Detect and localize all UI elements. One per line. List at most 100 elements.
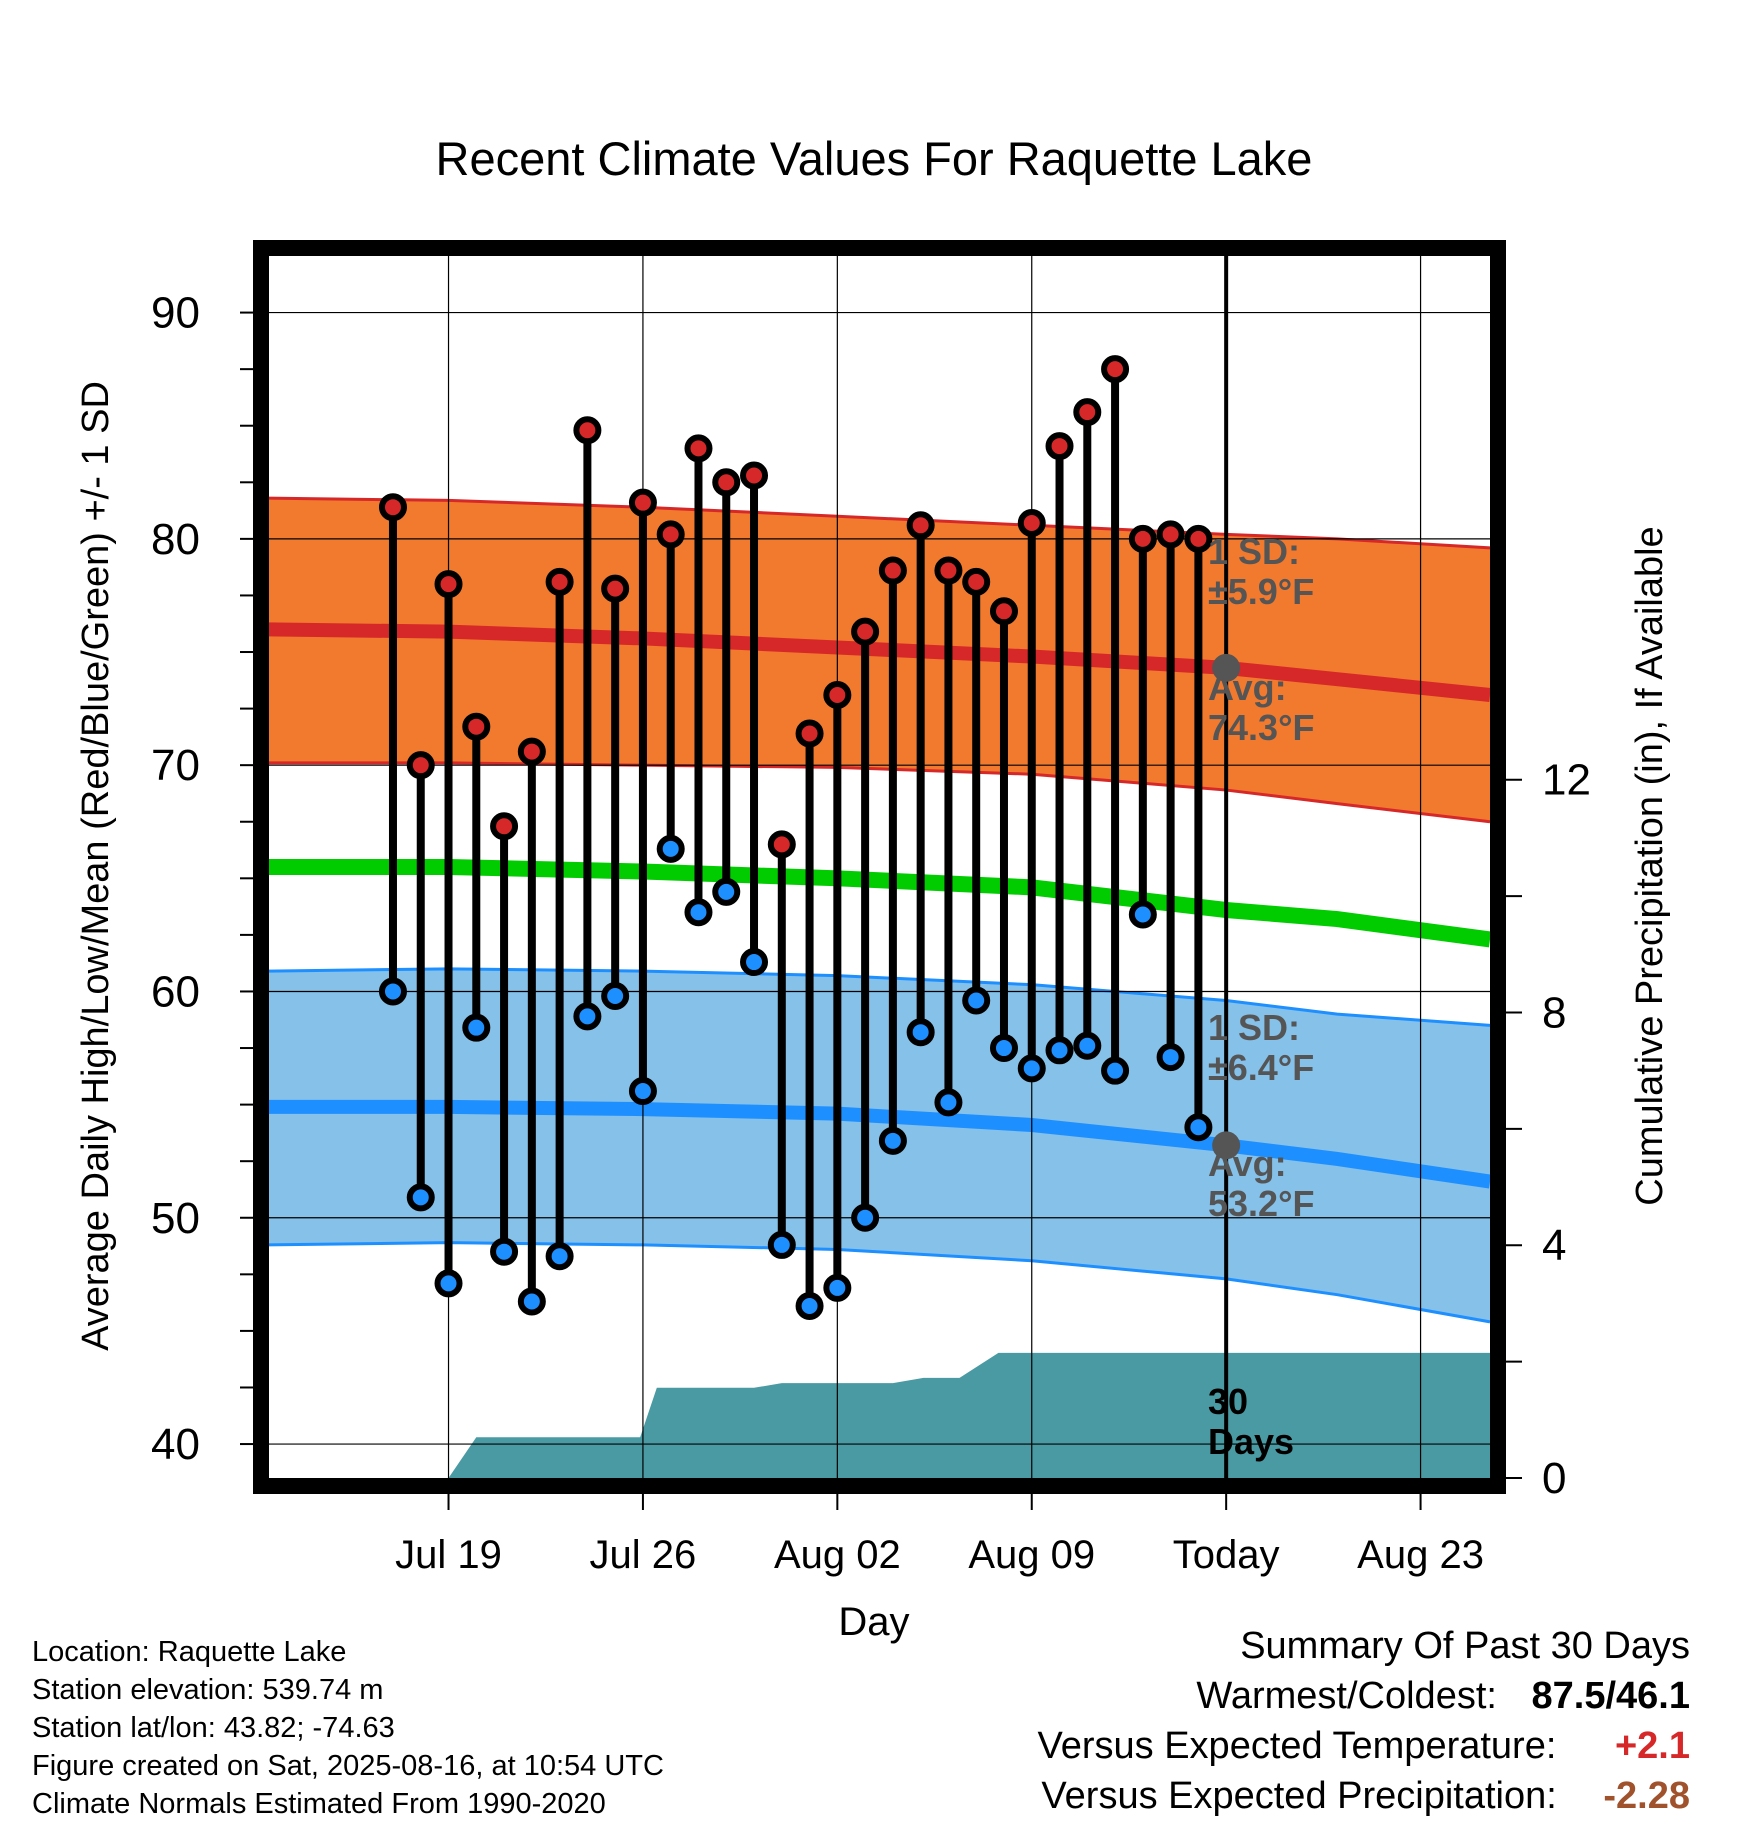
info-latlon: Station lat/lon: 43.82; -74.63 bbox=[32, 1712, 395, 1744]
low-point bbox=[851, 1203, 880, 1232]
summary-heading: Summary Of Past 30 Days bbox=[1240, 1625, 1690, 1667]
low-point bbox=[1017, 1054, 1046, 1083]
low-point bbox=[989, 1034, 1018, 1063]
low-point bbox=[823, 1273, 852, 1302]
y-tick-label: 40 bbox=[151, 1420, 200, 1469]
low-point bbox=[740, 948, 769, 977]
high-point bbox=[1017, 509, 1046, 538]
summary-warmest-label: Warmest/Coldest: bbox=[1196, 1675, 1497, 1717]
low-point bbox=[462, 1013, 491, 1042]
low-point bbox=[1101, 1056, 1130, 1085]
low-point bbox=[1045, 1036, 1074, 1065]
y-tick-label: 50 bbox=[151, 1194, 200, 1243]
high-point bbox=[656, 520, 685, 549]
high-lower-line bbox=[268, 761, 1491, 824]
info-elevation: Station elevation: 539.74 m bbox=[32, 1674, 384, 1706]
high-point bbox=[1073, 398, 1102, 427]
low-point bbox=[934, 1088, 963, 1117]
high-point bbox=[545, 567, 574, 596]
high-point bbox=[712, 468, 741, 497]
y2-tick-label: 12 bbox=[1542, 756, 1591, 805]
summary-precip-value: -2.28 bbox=[1603, 1775, 1690, 1817]
plot-frame bbox=[253, 240, 1506, 1494]
low-point bbox=[545, 1242, 574, 1271]
high-point bbox=[740, 461, 769, 490]
low-avg-line bbox=[268, 1099, 1492, 1189]
high-point bbox=[878, 556, 907, 585]
high-point bbox=[1045, 432, 1074, 461]
low-point bbox=[517, 1287, 546, 1316]
high-point bbox=[851, 617, 880, 646]
low-point bbox=[434, 1269, 463, 1298]
low-point bbox=[628, 1077, 657, 1106]
high-point bbox=[573, 416, 602, 445]
high-point bbox=[517, 737, 546, 766]
high-avg-annotation: 74.3°F bbox=[1208, 707, 1314, 748]
station-info: Location: Raquette Lake Station elevatio… bbox=[32, 1633, 664, 1823]
y-tick-label: 70 bbox=[151, 741, 200, 790]
today-low-avg-dot bbox=[1212, 1131, 1241, 1160]
summary-temp-row: Versus Expected Temperature: +2.1 bbox=[1037, 1721, 1690, 1771]
y2-tick-label: 0 bbox=[1542, 1454, 1566, 1503]
high-point bbox=[434, 570, 463, 599]
high-point bbox=[1128, 524, 1157, 553]
high-point bbox=[767, 830, 796, 859]
high-point bbox=[989, 597, 1018, 626]
low-point bbox=[684, 898, 713, 927]
low-point bbox=[1128, 900, 1157, 929]
low-sd-annotation: 1 SD: bbox=[1208, 1007, 1300, 1048]
x-axis-label: Day bbox=[838, 1600, 909, 1644]
low-point bbox=[1184, 1113, 1213, 1142]
low-point bbox=[378, 977, 407, 1006]
high-point bbox=[628, 488, 657, 517]
low-point bbox=[490, 1237, 519, 1266]
high-point bbox=[962, 567, 991, 596]
low-point bbox=[1156, 1043, 1185, 1072]
high-sd-annotation: 1 SD: bbox=[1208, 531, 1300, 572]
high-point bbox=[490, 812, 519, 841]
chart-title: Recent Climate Values For Raquette Lake bbox=[436, 132, 1313, 185]
low-point bbox=[1073, 1031, 1102, 1060]
low-point bbox=[406, 1183, 435, 1212]
summary-temp-label: Versus Expected Temperature: bbox=[1037, 1725, 1557, 1767]
x-tick-label: Aug 02 bbox=[774, 1533, 901, 1577]
high-sd-band bbox=[268, 498, 1490, 822]
x-tick-label: Today bbox=[1173, 1533, 1280, 1577]
y2-tick-label: 4 bbox=[1542, 1221, 1566, 1270]
high-point bbox=[406, 751, 435, 780]
summary-temp-value: +2.1 bbox=[1614, 1725, 1690, 1767]
high-point bbox=[823, 681, 852, 710]
y2-tick-label: 8 bbox=[1542, 988, 1566, 1037]
high-point bbox=[601, 574, 630, 603]
info-created: Figure created on Sat, 2025-08-16, at 10… bbox=[32, 1750, 664, 1782]
y-tick-label: 60 bbox=[151, 967, 200, 1016]
mean-line bbox=[268, 859, 1492, 948]
high-upper-line bbox=[267, 496, 1491, 550]
high-point bbox=[1184, 524, 1213, 553]
low-point bbox=[962, 986, 991, 1015]
low-point bbox=[795, 1292, 824, 1321]
low-point bbox=[601, 981, 630, 1010]
low-point bbox=[767, 1230, 796, 1259]
y-axis-label-right: Cumulative Precipitation (in), If Availa… bbox=[1629, 526, 1671, 1205]
precip-days-annotation: 30 bbox=[1208, 1381, 1248, 1422]
x-tick-label: Jul 19 bbox=[395, 1533, 502, 1577]
today-high-avg-dot bbox=[1212, 653, 1241, 682]
summary-panel: Summary Of Past 30 Days Warmest/Coldest:… bbox=[1037, 1621, 1690, 1821]
high-point bbox=[684, 434, 713, 463]
summary-warmest-row: Warmest/Coldest: 87.5/46.1 bbox=[1037, 1671, 1690, 1721]
high-point bbox=[906, 511, 935, 540]
low-sd-annotation: ±6.4°F bbox=[1208, 1047, 1314, 1088]
summary-precip-row: Versus Expected Precipitation: -2.28 bbox=[1037, 1771, 1690, 1821]
precip-days-annotation: Days bbox=[1208, 1421, 1294, 1462]
high-sd-annotation: ±5.9°F bbox=[1208, 571, 1314, 612]
low-point bbox=[712, 877, 741, 906]
low-point bbox=[573, 1002, 602, 1031]
summary-warmest-value: 87.5/46.1 bbox=[1531, 1675, 1690, 1717]
low-avg-annotation: 53.2°F bbox=[1208, 1183, 1314, 1224]
high-point bbox=[795, 719, 824, 748]
low-lower-line bbox=[267, 1241, 1491, 1324]
x-tick-label: Aug 09 bbox=[968, 1533, 1095, 1577]
low-point bbox=[656, 834, 685, 863]
